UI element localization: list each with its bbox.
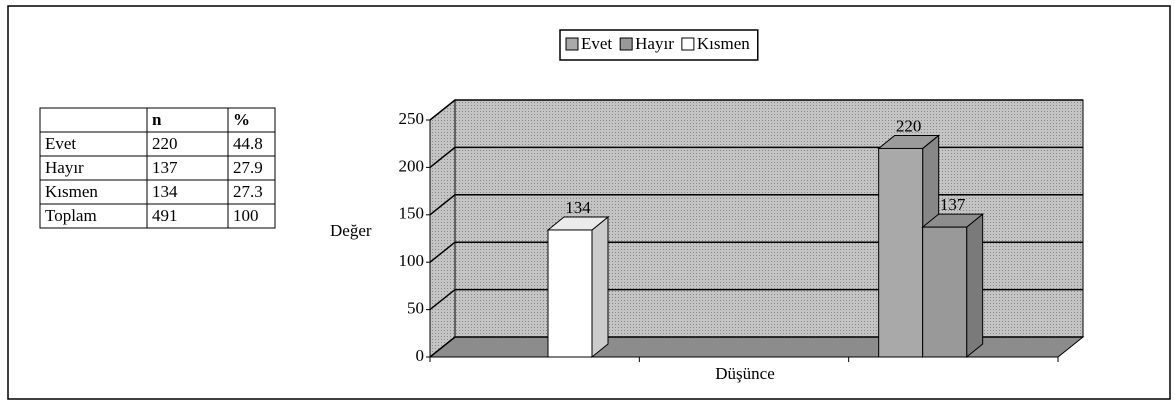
table-cell: 100 [233,206,259,225]
table-cell: 27.9 [233,158,263,177]
y-tick-label: 250 [399,109,425,128]
table-cell: 134 [152,182,178,201]
grid-line [429,194,1083,216]
grid-line [429,99,1083,121]
bar [547,229,593,358]
bar-side [966,213,984,359]
table-cell: Evet [45,134,76,153]
grid-line [429,146,1083,168]
bar-side [591,215,609,359]
legend-label: Hayır [635,34,674,53]
y-tick-label: 100 [399,251,425,270]
data-label: 134 [565,198,591,217]
frame [7,5,1171,400]
grid-line [429,288,1083,311]
table-cell: Kısmen [45,182,98,201]
bar [922,226,968,358]
legend-label: Kısmen [697,34,750,53]
table-cell: 137 [152,158,178,177]
table-cell: 27.3 [233,182,263,201]
bar [878,147,924,358]
floor [428,336,1085,358]
chart: 0 50 100 150 200 250 220 137 134 Değer Düşünce Evet… [330,29,1085,383]
grid-line [429,336,1083,358]
y-axis-label: Değer [330,221,372,240]
grid-line [429,241,1083,263]
header-cell: n [152,110,162,129]
table-cell: 220 [152,134,178,153]
legend-box [559,29,759,61]
data-label: 220 [896,116,922,135]
table-cell: 491 [152,206,178,225]
side-wall [429,98,456,359]
table-cell: 44.8 [233,134,263,153]
x-axis-label: Düşünce [715,364,774,383]
legend-swatch [681,37,695,51]
table-cell: Toplam [45,206,97,225]
legend-swatch [565,37,579,51]
table: n % Evet 220 44.8 Hayır 137 27.9 Kısmen 134 27.3 To… [39,107,276,229]
y-tick-label: 150 [399,204,425,223]
table-cell: Hayır [45,158,84,177]
legend-swatch [619,37,633,51]
data-label: 137 [940,195,966,214]
table-border [39,107,276,229]
header-cell: % [233,110,250,129]
y-tick-label: 200 [399,156,425,175]
legend-label: Evet [581,34,612,53]
y-tick-label: 50 [407,299,424,318]
legend: Evet Hayır Kısmen [559,29,759,61]
y-tick-label: 0 [416,346,425,365]
